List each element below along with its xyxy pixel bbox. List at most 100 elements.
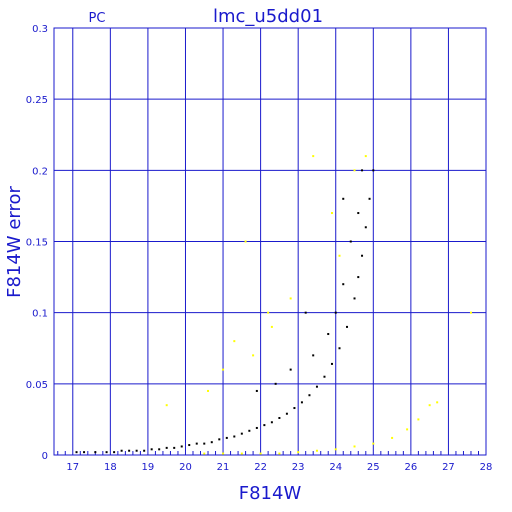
data-point [210, 441, 213, 444]
data-point [323, 375, 326, 378]
data-point [342, 197, 345, 200]
data-point [173, 446, 176, 449]
data-point [293, 407, 296, 410]
data-point [75, 451, 78, 454]
data-point [304, 311, 307, 314]
data-point [469, 311, 472, 314]
data-point [285, 412, 288, 415]
x-tick-label: 26 [405, 462, 418, 473]
chart-subtitle: PC [89, 11, 106, 26]
data-point [263, 424, 266, 427]
x-tick-label: 22 [254, 462, 267, 473]
data-point [364, 226, 367, 229]
data-point [289, 297, 292, 300]
grid [54, 27, 487, 456]
x-tick-label: 24 [329, 462, 342, 473]
data-point [240, 432, 243, 435]
data-point [391, 436, 394, 439]
y-tick-labels: 0 0.05 0.1 0.15 0.2 0.25 0.3 [26, 24, 48, 462]
data-point [361, 254, 364, 257]
y-axis-label: F814W error [4, 186, 25, 298]
y-tick-label: 0.2 [32, 166, 48, 177]
data-point [207, 389, 210, 392]
data-point [222, 368, 225, 371]
data-point [222, 452, 225, 455]
outlier-points [165, 155, 472, 455]
x-tick-labels: 17 18 19 20 21 22 23 24 25 26 27 28 [66, 462, 492, 473]
y-tick-label: 0.15 [26, 238, 48, 249]
data-point [94, 451, 97, 454]
data-point [357, 212, 360, 215]
data-point [338, 347, 341, 350]
data-point [334, 311, 337, 314]
data-point [300, 401, 303, 404]
data-point [338, 254, 341, 257]
y-tick-label: 0.3 [32, 24, 48, 35]
data-point [353, 169, 356, 172]
x-axis-label: F814W [239, 483, 302, 504]
data-point [372, 442, 375, 445]
data-point [120, 449, 123, 452]
data-point [165, 404, 168, 407]
data-point [327, 333, 330, 336]
data-point [135, 449, 138, 452]
data-point [255, 389, 258, 392]
data-point [188, 444, 191, 447]
data-point [248, 429, 251, 432]
data-point [364, 155, 367, 158]
data-point [357, 276, 360, 279]
data-point [436, 401, 439, 404]
data-point [203, 442, 206, 445]
x-tick-label: 20 [179, 462, 192, 473]
data-point [165, 446, 168, 449]
y-tick-label: 0 [42, 451, 48, 462]
data-point [278, 452, 281, 455]
data-point [361, 169, 364, 172]
data-point [353, 297, 356, 300]
x-tick-label: 25 [367, 462, 380, 473]
data-point [334, 448, 337, 451]
data-point [150, 448, 153, 451]
data-point [267, 311, 270, 314]
data-point [218, 438, 221, 441]
data-point [240, 452, 243, 455]
data-point [297, 451, 300, 454]
data-point [255, 426, 258, 429]
data-point [368, 197, 371, 200]
data-point [278, 416, 281, 419]
data-point [158, 448, 161, 451]
data-point [330, 362, 333, 365]
data-point [225, 436, 228, 439]
data-point [289, 368, 292, 371]
chart-title: lmc_u5dd01 [213, 6, 323, 27]
data-point [244, 240, 247, 243]
data-point [353, 445, 356, 448]
data-point [312, 354, 315, 357]
y-tick-label: 0.05 [26, 380, 48, 391]
data-point [270, 325, 273, 328]
data-point [308, 394, 311, 397]
data-point [417, 418, 420, 421]
x-tick-label: 19 [142, 462, 155, 473]
y-tick-label: 0.1 [32, 309, 48, 320]
x-tick-label: 28 [480, 462, 493, 473]
data-point [180, 445, 183, 448]
data-point [315, 385, 318, 388]
data-point [312, 155, 315, 158]
x-tick-label: 27 [442, 462, 455, 473]
data-point [406, 428, 409, 431]
data-point [342, 283, 345, 286]
data-point [203, 452, 206, 455]
data-point [428, 404, 431, 407]
data-point [143, 449, 146, 452]
data-point [233, 340, 236, 343]
data-point [349, 240, 352, 243]
data-point [259, 452, 262, 455]
data-point [274, 382, 277, 385]
data-point [83, 451, 86, 454]
data-point [315, 449, 318, 452]
data-point [233, 435, 236, 438]
data-point [105, 451, 108, 454]
data-point [195, 442, 198, 445]
